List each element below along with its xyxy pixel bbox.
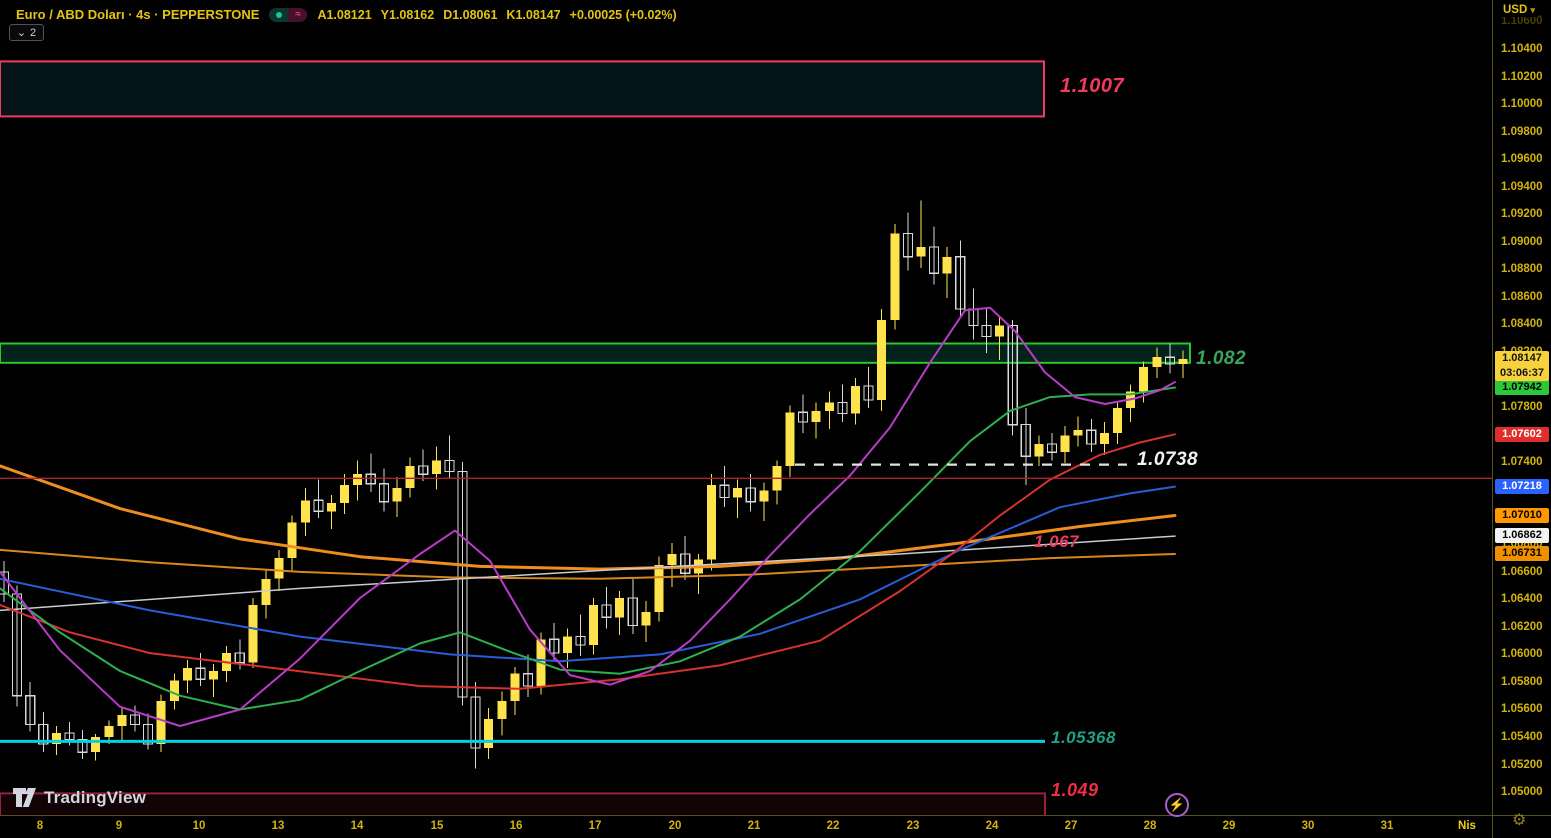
zone-bottom-drawing[interactable] [0,792,1046,815]
ma-white [0,535,1176,612]
time-axis-label: 28 [1143,820,1157,832]
time-axis-label: 24 [985,820,999,832]
close-value: K1.08147 [506,7,561,22]
zone-top-drawing[interactable] [0,60,1045,118]
indicators-collapse-button[interactable]: ⌄ 2 [9,24,44,41]
time-axis-label: 14 [350,820,364,832]
time-axis-label: 8 [36,820,44,832]
currency-selector[interactable]: USD ▾ [1500,3,1539,17]
time-axis-label: 13 [271,820,285,832]
ma-lines[interactable] [0,306,1177,727]
price-axis-label: 1.09400 [1501,181,1543,193]
low-value: D1.08061 [443,7,498,22]
price-axis[interactable]: 1.10600 1.10400 1.10200 1.10000 1.09800 1.096… [1492,0,1551,815]
tradingview-logo-icon [13,788,36,807]
ma-blue [0,485,1176,663]
open-value: A1.08121 [317,7,372,22]
boost-lightning-button[interactable]: ⚡ [1165,793,1189,817]
time-axis-label: 30 [1301,820,1315,832]
ma-price-tag: 1.07010 [1495,508,1549,523]
price-axis-label: 1.10600 [1501,15,1543,27]
time-axis-label: 16 [509,820,523,832]
price-axis-label: 1.09600 [1501,153,1543,165]
chevron-down-icon: ⌄ [16,27,27,39]
time-axis-label: 23 [906,820,920,832]
gear-icon[interactable]: ⚙ [1512,812,1527,829]
price-axis-label: 1.10400 [1501,43,1543,55]
price-axis-label: 1.09800 [1501,126,1543,138]
price-axis-label: 1.05000 [1501,786,1543,798]
current-price-value: 1.08147 [1502,352,1542,364]
time-axis-label: 29 [1222,820,1236,832]
high-value: Y1.08162 [380,7,435,22]
ma-red [0,433,1176,690]
price-axis-label: 1.05400 [1501,731,1543,743]
ma-purple [0,306,1176,727]
price-axis-label: 1.06400 [1501,593,1543,605]
price-axis-label: 1.07400 [1501,456,1543,468]
price-axis-label: 1.08800 [1501,263,1543,275]
time-axis-label: 15 [430,820,444,832]
symbol-title[interactable]: Euro / ABD Doları · 4s · PEPPERSTONE [16,7,260,22]
price-axis-label: 1.08600 [1501,291,1543,303]
level-label-1-0738[interactable]: 1.0738 [1137,449,1199,470]
current-price-tag: 1.08147 03:06:37 [1495,351,1549,381]
level-label-1-05368[interactable]: 1.05368 [1051,728,1116,747]
zone-mid-drawing[interactable] [0,342,1191,364]
price-axis-label: 1.08400 [1501,318,1543,330]
ma-orange-slow [0,464,1177,571]
price-axis-label: 1.10000 [1501,98,1543,110]
ma-price-tag: 1.07218 [1495,479,1549,494]
time-axis-label: Nis [1458,820,1476,832]
level-label-1-067[interactable]: 1.067 [1034,532,1080,551]
ma-price-tag: 1.06862 [1495,528,1549,543]
price-axis-label: 1.05600 [1501,703,1543,715]
price-axis-label: 1.06000 [1501,648,1543,660]
price-axis-label: 1.09200 [1501,208,1543,220]
delayed-data-icon: ≈ [288,7,308,22]
change-value: +0.00025 (+0.02%) [569,7,677,22]
indicator-count: 2 [30,26,37,39]
symbol-marker-toggles[interactable]: ≈ [269,7,308,22]
tradingview-logo[interactable]: TradingView [12,787,146,809]
ma-price-tag: 1.07602 [1495,427,1549,442]
ohlc-values: A1.08121 Y1.08162 D1.08061 K1.08147 +0.0… [317,8,676,22]
time-axis-label: 10 [192,820,206,832]
level-label-1-1007[interactable]: 1.1007 [1060,75,1125,97]
price-axis-label: 1.06600 [1501,566,1543,578]
tradingview-logo-text: TradingView [44,788,147,807]
bar-countdown: 03:06:37 [1499,367,1545,379]
ma-green [0,386,1176,711]
level-label-1-049[interactable]: 1.049 [1051,780,1099,800]
price-axis-label: 1.09000 [1501,236,1543,248]
price-axis-label: 1.06200 [1501,621,1543,633]
price-axis-label: 1.10200 [1501,71,1543,83]
time-axis-label: 22 [826,820,840,832]
time-axis-label: 21 [747,820,761,832]
chart-legend: Euro / ABD Doları · 4s · PEPPERSTONE ≈ A… [16,7,677,22]
ma-price-tag: 1.06731 [1495,546,1549,561]
ma-price-tag: 1.07942 [1495,380,1549,395]
axis-corner-divider [1492,815,1493,838]
currency-label: USD [1503,4,1528,16]
time-axis-label: 20 [668,820,682,832]
market-status-icon [269,7,289,22]
price-axis-label: 1.07800 [1501,401,1543,413]
level-label-1-082[interactable]: 1.082 [1196,348,1247,369]
price-axis-label: 1.05200 [1501,759,1543,771]
price-axis-label: 1.05800 [1501,676,1543,688]
price-chart-pane[interactable] [0,0,1492,815]
time-axis[interactable]: 8 9 10 13 14 15 16 17 20 21 22 23 24 27 28 29 30 31 Nis [0,815,1551,838]
candles[interactable] [0,200,1188,769]
ma-orange-flat [0,548,1176,580]
caret-down-icon: ▾ [1530,5,1536,15]
time-axis-label: 9 [115,820,123,832]
time-axis-label: 17 [588,820,602,832]
time-axis-label: 31 [1380,820,1394,832]
time-axis-label: 27 [1064,820,1078,832]
